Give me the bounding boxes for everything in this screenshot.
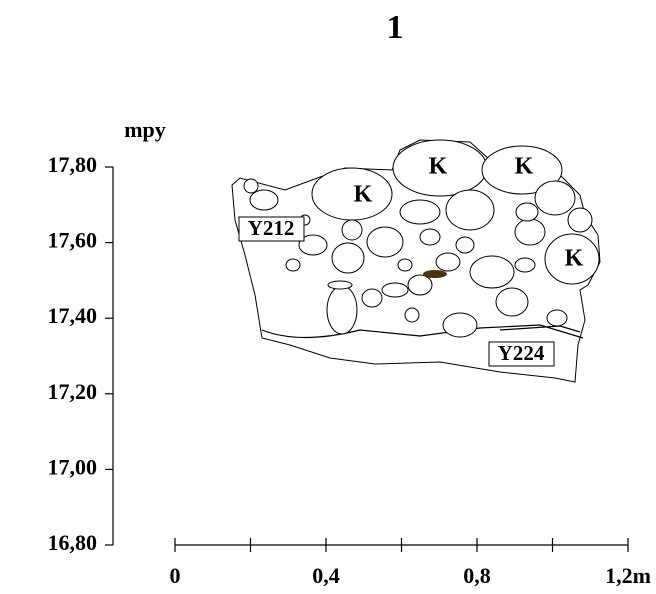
- y-tick-label: 16,80: [48, 530, 98, 555]
- stones: [243, 139, 600, 338]
- context-label: Y212: [248, 216, 295, 240]
- stone-label: K: [429, 154, 448, 180]
- context-box: [238, 216, 305, 242]
- y-tick-label: 17,20: [48, 379, 98, 404]
- x-tick-label: 0,4: [312, 563, 340, 588]
- stone-label: K: [565, 246, 584, 272]
- y-tick-label: 17,40: [48, 303, 98, 328]
- y-ticks: 17,80 17,60 17,40 17,20 17,00 16,80: [48, 152, 113, 555]
- stone-label: K: [354, 182, 373, 208]
- y-tick-label: 17,60: [48, 228, 98, 253]
- x-tick-label: 0: [170, 563, 181, 588]
- x-ticks: 0 0,4 0,8 1,2m: [170, 538, 651, 588]
- labels: K K K K Y212 Y224: [238, 154, 584, 367]
- y-axis-label: mpy: [124, 117, 166, 142]
- context-box: [488, 341, 555, 367]
- title: 1: [387, 9, 404, 46]
- x-tick-label: 1,2m: [605, 563, 651, 588]
- stone-label: K: [515, 154, 534, 180]
- dark-find: [423, 270, 447, 278]
- y-tick-label: 17,80: [48, 152, 98, 177]
- y-tick-label: 17,00: [48, 454, 98, 479]
- x-tick-label: 0,8: [463, 563, 491, 588]
- context-label: Y224: [498, 341, 545, 365]
